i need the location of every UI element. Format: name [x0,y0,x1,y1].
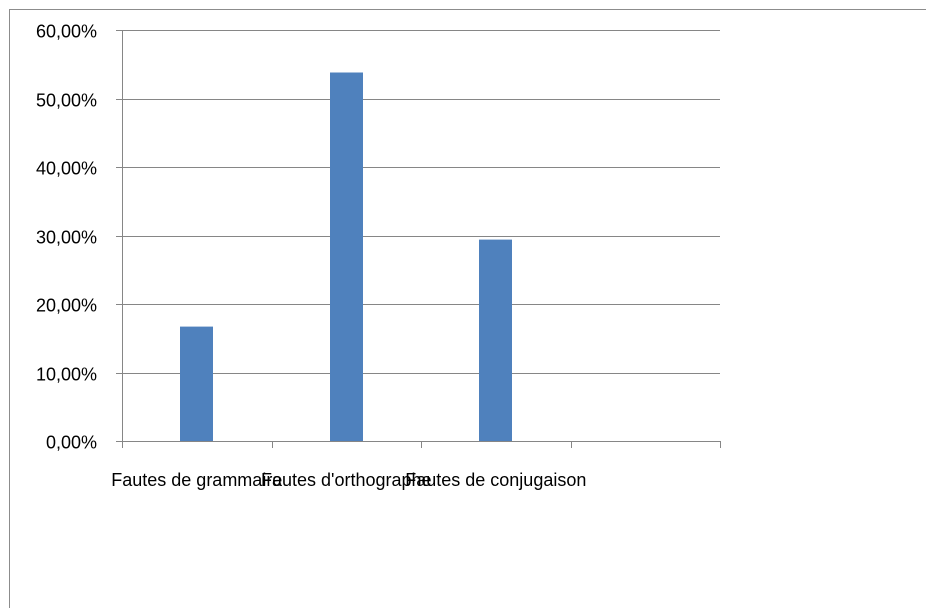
bars [180,72,512,441]
y-tick-label: 10,00% [36,365,97,385]
bar-3 [479,239,512,441]
y-tick-label: 30,00% [36,228,97,248]
gridlines [122,30,720,374]
chart-border [9,9,926,608]
x-tick-label: Fautes de grammaire [111,470,282,490]
y-tick-label: 60,00% [36,22,97,42]
y-tick-labels: 0,00% 10,00% 20,00% 30,00% 40,00% 50,00% 60,00… [36,22,97,453]
x-tick-label: Fautes d'orthographe [261,470,432,490]
bar-1 [180,326,213,441]
y-tick-label: 40,00% [36,159,97,179]
axes [116,30,721,448]
x-tick-label: Fautes de conjugaison [405,470,586,490]
y-tick-label: 0,00% [46,433,97,453]
y-tick-label: 20,00% [36,296,97,316]
y-tick-label: 50,00% [36,91,97,111]
bar-2 [330,72,363,441]
